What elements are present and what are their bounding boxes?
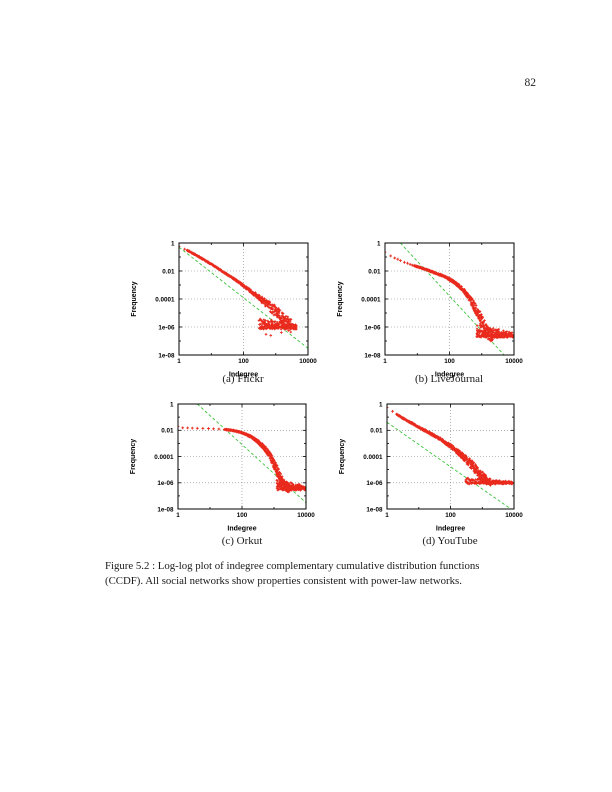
svg-text:1: 1 [379, 401, 383, 408]
svg-text:Frequency: Frequency [339, 439, 346, 475]
svg-text:1: 1 [377, 240, 381, 247]
figure-caption: Figure 5.2 : Log-log plot of indegree co… [105, 559, 537, 588]
svg-text:1: 1 [171, 240, 175, 247]
svg-text:Indegree: Indegree [229, 372, 258, 379]
svg-text:10000: 10000 [299, 358, 317, 365]
svg-text:1e-08: 1e-08 [364, 352, 381, 359]
svg-text:1: 1 [176, 512, 180, 519]
subplot-caption-livejournal: (b) LiveJournal [414, 373, 484, 385]
svg-text:1e-08: 1e-08 [158, 352, 175, 359]
subplot-caption-orkut: (c) Orkut [221, 535, 263, 547]
svg-text:0.0001: 0.0001 [155, 296, 175, 303]
svg-text:1e-06: 1e-06 [366, 480, 383, 487]
svg-text:1: 1 [177, 358, 181, 365]
svg-text:Indegree: Indegree [436, 526, 465, 533]
plot-livejournal: 1 0.01 0.0001 1e-06 1e-08 1 100 10000 Indegree Fr… [334, 235, 534, 387]
svg-text:1: 1 [383, 358, 387, 365]
svg-text:100: 100 [444, 358, 455, 365]
svg-text:Indegree: Indegree [227, 526, 256, 533]
svg-text:0.01: 0.01 [368, 268, 381, 275]
svg-text:1e-06: 1e-06 [158, 324, 175, 331]
page-number: 82 [524, 77, 537, 89]
svg-text:Frequency: Frequency [131, 281, 138, 317]
svg-text:100: 100 [237, 512, 248, 519]
svg-text:0.0001: 0.0001 [363, 454, 383, 461]
svg-text:10000: 10000 [505, 512, 523, 519]
svg-text:1e-06: 1e-06 [364, 324, 381, 331]
plot-flickr: 1 0.01 0.0001 1e-06 1e-08 1 100 10000 Indegree Fr… [128, 235, 328, 387]
svg-text:0.0001: 0.0001 [154, 454, 174, 461]
svg-text:0.01: 0.01 [161, 428, 174, 435]
svg-text:100: 100 [238, 358, 249, 365]
svg-text:Frequency: Frequency [130, 439, 137, 475]
svg-text:1: 1 [385, 512, 389, 519]
svg-text:1e-06: 1e-06 [157, 480, 174, 487]
plot-orkut: 1 0.01 0.0001 1e-06 1e-08 1 100 10000 Indegree Fr… [127, 396, 327, 541]
svg-text:1: 1 [170, 401, 174, 408]
svg-text:100: 100 [445, 512, 456, 519]
svg-text:Indegree: Indegree [435, 372, 464, 379]
svg-text:0.01: 0.01 [370, 428, 383, 435]
figure-caption-line1: Figure 5.2 : Log-log plot of indegree co… [105, 560, 480, 572]
svg-text:10000: 10000 [505, 358, 523, 365]
plot-youtube: 1 0.01 0.0001 1e-06 1e-08 1 100 10000 Indegree Fr… [336, 396, 536, 541]
svg-text:0.0001: 0.0001 [361, 296, 381, 303]
svg-text:0.01: 0.01 [162, 268, 175, 275]
subplot-caption-flickr: (a) Flickr [222, 373, 264, 385]
svg-text:1e-08: 1e-08 [157, 506, 174, 513]
svg-text:10000: 10000 [297, 512, 315, 519]
figure-caption-line2: (CCDF). All social networks show propert… [105, 574, 462, 587]
svg-text:Frequency: Frequency [337, 281, 344, 317]
subplot-caption-youtube: (d) YouTube [422, 535, 478, 547]
svg-text:1e-08: 1e-08 [366, 506, 383, 513]
